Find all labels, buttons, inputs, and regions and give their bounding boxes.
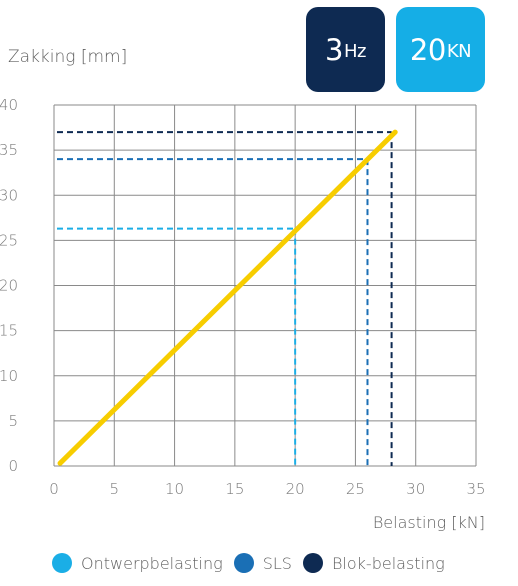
frequency-unit: Hz — [343, 40, 366, 62]
legend-dot-blok-belasting — [302, 553, 323, 573]
legend-dot-ontwerpbelasting — [52, 553, 72, 573]
x-tick-label: 35 — [466, 480, 485, 498]
legend-dot-sls — [233, 553, 254, 573]
legend-label-blok-belasting: Blok-belasting — [331, 553, 445, 573]
y-axis-title: Zakking [mm] — [8, 47, 128, 67]
legend-item-blok-belasting: Blok-belasting — [302, 553, 445, 573]
y-tick-label: 0 — [8, 457, 18, 475]
x-tick-label: 15 — [225, 480, 244, 498]
series-line — [57, 129, 398, 466]
y-tick-label: 30 — [0, 186, 18, 204]
x-tick-label: 30 — [406, 480, 425, 498]
frequency-badge: 3 Hz — [306, 7, 385, 92]
load-value: 20 — [409, 32, 446, 67]
x-tick-label: 25 — [346, 480, 365, 498]
x-tick-label: 5 — [110, 480, 120, 498]
x-tick-label: 10 — [165, 480, 184, 498]
y-tick-label: 10 — [0, 367, 18, 385]
y-tick-label: 40 — [0, 96, 18, 114]
y-tick-label: 25 — [0, 231, 18, 249]
legend: Ontwerpbelasting SLS Blok-belasting — [52, 553, 445, 573]
legend-item-ontwerpbelasting: Ontwerpbelasting — [52, 553, 223, 573]
y-tick-label: 20 — [0, 277, 18, 295]
x-tick-label: 0 — [49, 480, 59, 498]
y-tick-label: 5 — [8, 412, 18, 430]
legend-label-ontwerpbelasting: Ontwerpbelasting — [81, 553, 223, 573]
legend-label-sls: SLS — [262, 553, 292, 573]
y-tick-label: 15 — [0, 322, 18, 340]
y-tick-label: 35 — [0, 141, 18, 159]
load-badge: 20 KN — [396, 7, 485, 92]
legend-item-sls: SLS — [233, 553, 292, 573]
load-unit: KN — [446, 40, 472, 62]
frequency-value: 3 — [325, 32, 343, 67]
x-axis-title: Belasting [kN] — [372, 513, 485, 532]
x-tick-label: 20 — [286, 480, 305, 498]
